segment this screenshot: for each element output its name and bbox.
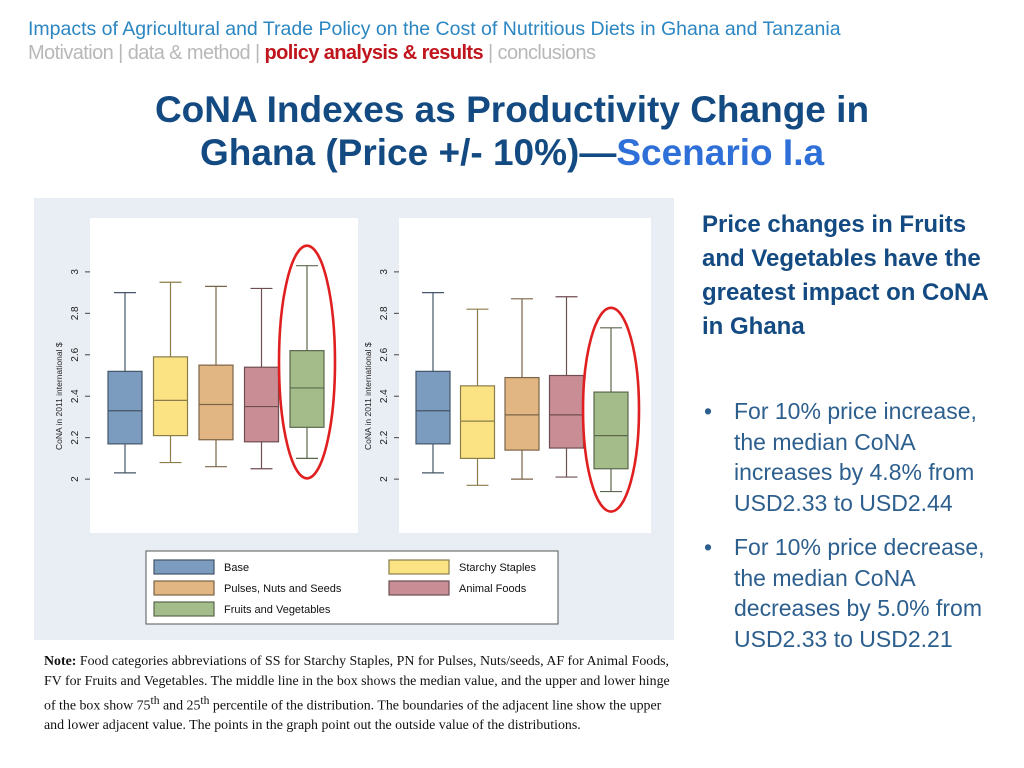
note-label: Note: — [44, 654, 77, 669]
bullet-increase: For 10% price increase, the median CoNA … — [702, 396, 1012, 518]
scenario-label: Scenario I.a — [616, 132, 825, 173]
box-fruits-and-vegetables — [289, 350, 325, 428]
box-base — [107, 370, 143, 445]
crumb-conclusions[interactable]: conclusions — [497, 42, 597, 64]
y-tick-label: 2 — [379, 476, 390, 482]
note-text-2: and 25 — [159, 698, 201, 714]
y-axis-title: CoNA in 2011 international $ — [54, 342, 64, 450]
key-finding: Price changes in Fruits and Vegetables h… — [702, 211, 988, 340]
slide-title-line1: CoNA Indexes as Productivity Change in — [154, 89, 870, 130]
note-text-1: Food categories abbreviations of SS for … — [44, 654, 670, 714]
legend-box — [145, 550, 559, 625]
breadcrumb: Motivation | data & method | policy anal… — [28, 42, 597, 65]
y-tick-label: 2.6 — [379, 347, 390, 361]
y-axis-title: CoNA in 2011 international $ — [363, 342, 373, 450]
legend-swatch-pulses-nuts-and-seeds — [153, 580, 215, 596]
legend: Base Starchy Staples Pulses, Nuts and Seed… — [145, 550, 559, 625]
slide-title-line2: Ghana (Price +/- 10%)—Scenario I.a — [0, 131, 1024, 174]
y-tick-label: 2.2 — [70, 430, 81, 444]
legend-swatch-starchy-staples — [388, 559, 450, 575]
box-animal-foods — [243, 366, 280, 443]
crumb-motivation[interactable]: Motivation — [28, 42, 114, 64]
crumb-separator: | — [487, 42, 493, 64]
box-starchy-staples — [152, 356, 189, 437]
box-base — [415, 370, 451, 445]
box-pulses-nuts-and-seeds — [198, 364, 234, 441]
chart-panel: Base Starchy Staples Pulses, Nuts and Seed… — [34, 198, 674, 640]
legend-label-animal-foods: Animal Foods — [459, 583, 527, 595]
note-text-3: percentile of the distribution. The boun… — [44, 698, 662, 734]
legend-label-pulses-nuts-and-seeds: Pulses, Nuts and Seeds — [224, 583, 342, 595]
y-tick-label: 3 — [70, 269, 81, 275]
legend-label-starchy-staples: Starchy Staples — [459, 562, 537, 574]
y-tick-label: 2.4 — [379, 389, 390, 403]
note-sup-1: th — [150, 694, 160, 707]
boxplot-chart: Base Starchy Staples Pulses, Nuts and Seed… — [54, 218, 651, 625]
highlight-ellipse-decrease — [581, 306, 641, 513]
crumb-separator: | — [254, 42, 260, 64]
bullet-decrease: For 10% price decrease, the median CoNA … — [702, 532, 1012, 654]
crumb-data-method[interactable]: data & method — [127, 42, 251, 64]
box-pulses-nuts-and-seeds — [504, 376, 540, 451]
y-tick-label: 2.2 — [379, 430, 390, 444]
slide-title: CoNA Indexes as Productivity Change in G… — [0, 88, 1024, 174]
slide-title-main: Ghana (Price +/- 10%)— — [199, 132, 617, 173]
note-sup-2: th — [200, 694, 210, 707]
legend-swatch-animal-foods — [388, 580, 450, 596]
box-starchy-staples — [459, 385, 496, 459]
y-tick-label: 2.6 — [70, 347, 81, 361]
legend-swatch-base — [153, 559, 215, 575]
y-tick-label: 3 — [379, 269, 390, 275]
highlight-ellipse-increase — [277, 244, 337, 480]
legend-label-base: Base — [224, 562, 249, 574]
y-tick-label: 2.8 — [70, 306, 81, 320]
chart-note: Note: Food categories abbreviations of S… — [44, 652, 676, 736]
box-fruits-and-vegetables — [593, 391, 629, 470]
y-tick-label: 2 — [70, 476, 81, 482]
y-tick-label: 2.8 — [379, 306, 390, 320]
y-tick-label: 2.4 — [70, 389, 81, 403]
legend-label-fruits-and-vegetables: Fruits and Vegetables — [224, 604, 331, 616]
crumb-policy-analysis[interactable]: policy analysis & results — [264, 42, 484, 64]
presentation-title: Impacts of Agricultural and Trade Policy… — [28, 18, 841, 40]
legend-swatch-fruits-and-vegetables — [153, 601, 215, 617]
box-animal-foods — [548, 374, 585, 449]
crumb-separator: | — [118, 42, 123, 64]
finding-bullets: For 10% price increase, the median CoNA … — [702, 396, 1012, 668]
